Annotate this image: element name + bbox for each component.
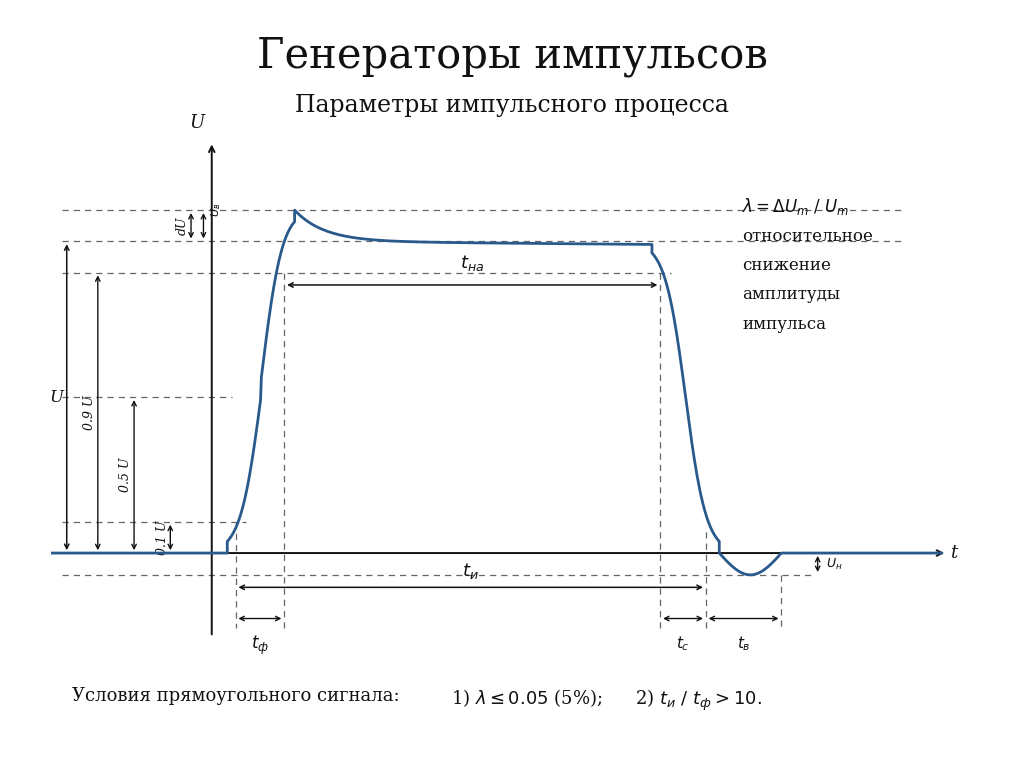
Text: dU: dU bbox=[176, 217, 189, 235]
Text: t: t bbox=[950, 544, 957, 562]
Text: $\lambda = \Delta U_m\ /\ U_m$: $\lambda = \Delta U_m\ /\ U_m$ bbox=[742, 196, 850, 217]
Text: Параметры импульсного процесса: Параметры импульсного процесса bbox=[295, 94, 729, 117]
Text: $t_{с}$: $t_{с}$ bbox=[676, 634, 690, 653]
Text: амплитуды: амплитуды bbox=[742, 286, 841, 303]
Text: Условия прямоугольного сигнала:: Условия прямоугольного сигнала: bbox=[72, 687, 399, 705]
Text: $t_{и}$: $t_{и}$ bbox=[462, 561, 479, 581]
Text: $t_{на}$: $t_{на}$ bbox=[460, 253, 484, 273]
Text: 1) $\lambda \leq 0.05$ (5%);: 1) $\lambda \leq 0.05$ (5%); bbox=[451, 687, 602, 709]
Text: 0.1 U: 0.1 U bbox=[156, 520, 169, 554]
Text: U: U bbox=[49, 389, 63, 406]
Text: U: U bbox=[189, 114, 205, 132]
Text: $U_н$: $U_н$ bbox=[826, 556, 843, 571]
Text: импульса: импульса bbox=[742, 316, 826, 333]
Text: 0.5 U: 0.5 U bbox=[119, 458, 132, 492]
Text: 0.9 U: 0.9 U bbox=[83, 396, 96, 430]
Text: $U_в$: $U_в$ bbox=[210, 203, 223, 217]
Text: снижение: снижение bbox=[742, 257, 831, 274]
Text: $t_{ф}$: $t_{ф}$ bbox=[251, 634, 269, 657]
Text: $t_{в}$: $t_{в}$ bbox=[737, 634, 751, 653]
Text: 2) $t_и\ /\ t_ф > 10.$: 2) $t_и\ /\ t_ф > 10.$ bbox=[635, 687, 762, 713]
Text: Генераторы импульсов: Генераторы импульсов bbox=[257, 35, 767, 77]
Text: относительное: относительное bbox=[742, 228, 873, 245]
